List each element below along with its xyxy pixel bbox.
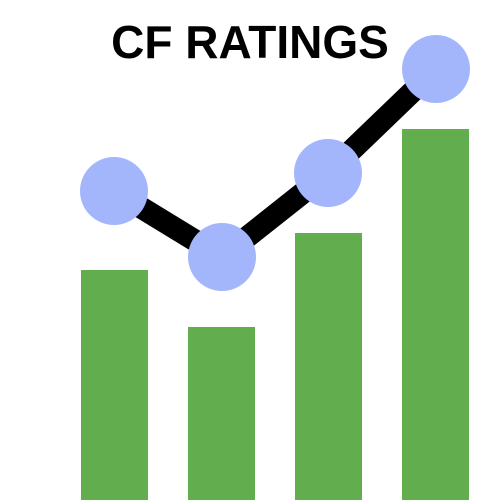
trend-line xyxy=(108,61,444,268)
points xyxy=(80,35,470,291)
bars xyxy=(81,129,469,500)
point xyxy=(188,223,256,291)
bar xyxy=(295,233,362,500)
title: CF RATINGS xyxy=(111,16,389,68)
bar xyxy=(188,327,255,500)
bar xyxy=(402,129,469,500)
bar xyxy=(81,270,148,500)
point xyxy=(402,35,470,103)
point xyxy=(80,157,148,225)
point xyxy=(294,139,362,207)
